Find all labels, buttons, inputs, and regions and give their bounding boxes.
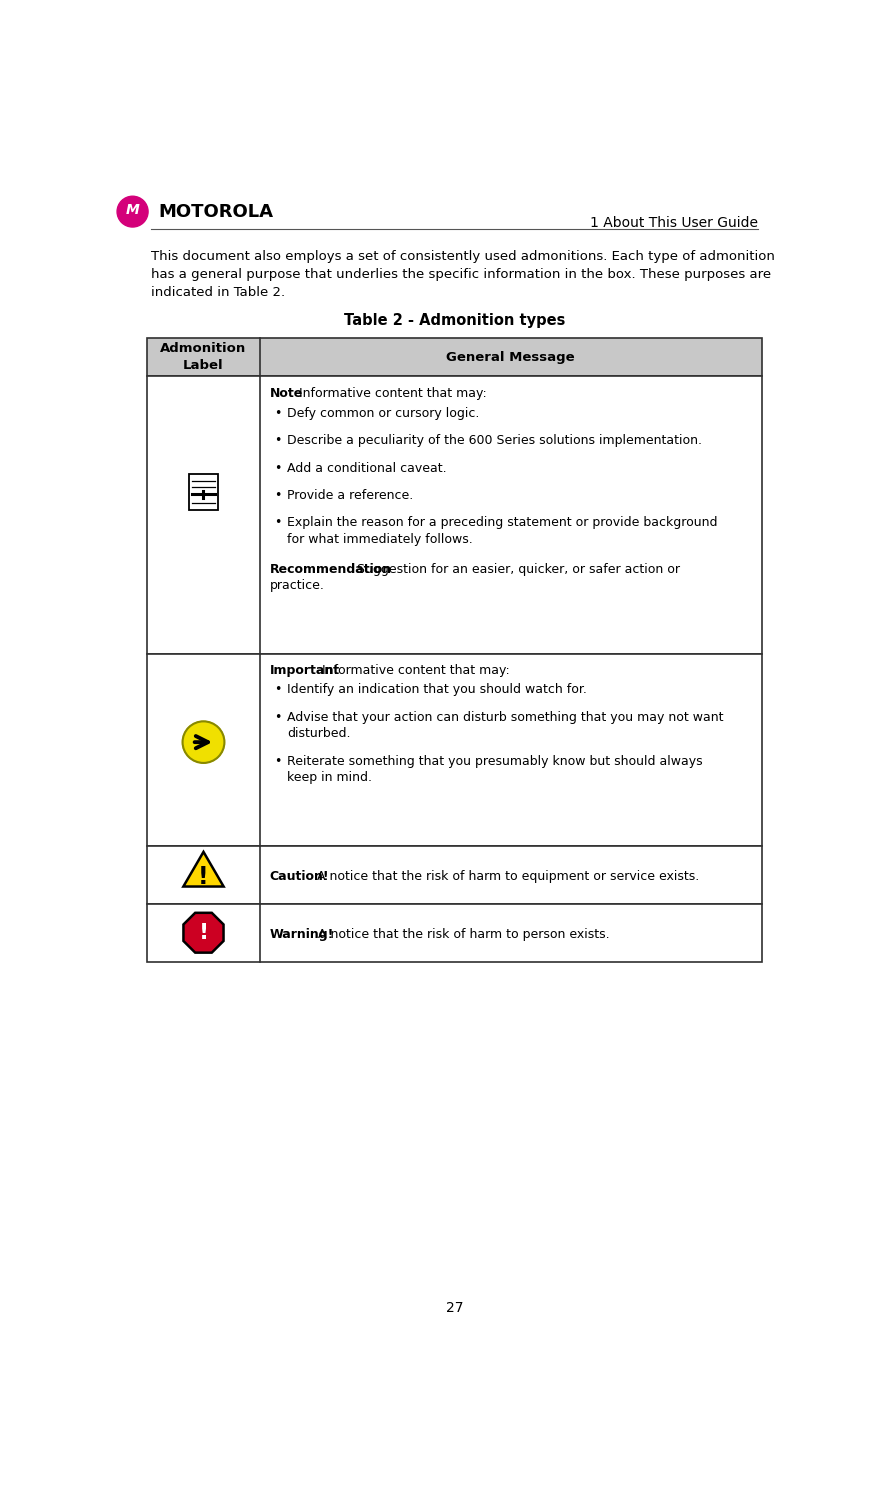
Polygon shape	[183, 852, 223, 886]
FancyBboxPatch shape	[147, 653, 761, 846]
Text: Suggestion for an easier, quicker, or safer action or: Suggestion for an easier, quicker, or sa…	[353, 563, 680, 575]
Text: Recommendation: Recommendation	[269, 563, 392, 575]
Text: Add a conditional caveat.: Add a conditional caveat.	[286, 462, 446, 475]
Text: Table 2 - Admonition types: Table 2 - Admonition types	[344, 314, 564, 329]
Text: Reiterate something that you presumably know but should always: Reiterate something that you presumably …	[286, 754, 702, 768]
Circle shape	[117, 196, 148, 227]
Polygon shape	[183, 913, 223, 953]
Text: •: •	[274, 711, 282, 723]
Text: •: •	[274, 517, 282, 529]
FancyBboxPatch shape	[147, 338, 761, 376]
Text: A notice that the risk of harm to equipment or service exists.: A notice that the risk of harm to equipm…	[313, 871, 698, 883]
Text: !: !	[198, 865, 208, 889]
Text: MOTOROLA: MOTOROLA	[158, 203, 273, 221]
Text: Provide a reference.: Provide a reference.	[286, 489, 413, 502]
Text: 1 About This User Guide: 1 About This User Guide	[589, 217, 758, 230]
Text: This document also employs a set of consistently used admonitions. Each type of : This document also employs a set of cons…	[151, 249, 774, 263]
Text: Describe a peculiarity of the 600 Series solutions implementation.: Describe a peculiarity of the 600 Series…	[286, 435, 701, 447]
Text: for what immediately follows.: for what immediately follows.	[286, 533, 472, 545]
Text: •: •	[274, 435, 282, 447]
Text: Warning!: Warning!	[269, 928, 334, 941]
Text: practice.: practice.	[269, 580, 324, 592]
Text: Admonition
Label: Admonition Label	[160, 342, 246, 372]
Circle shape	[183, 722, 224, 763]
Text: A notice that the risk of harm to person exists.: A notice that the risk of harm to person…	[313, 928, 609, 941]
FancyBboxPatch shape	[147, 846, 761, 904]
Text: •: •	[274, 754, 282, 768]
Text: Informative content that may:: Informative content that may:	[318, 665, 509, 677]
Text: has a general purpose that underlies the specific information in the box. These : has a general purpose that underlies the…	[151, 267, 771, 281]
Text: M: M	[126, 203, 139, 217]
Text: Explain the reason for a preceding statement or provide background: Explain the reason for a preceding state…	[286, 517, 717, 529]
FancyBboxPatch shape	[147, 376, 761, 653]
Text: !: !	[198, 923, 208, 943]
FancyBboxPatch shape	[189, 474, 218, 509]
Text: disturbed.: disturbed.	[286, 728, 350, 741]
Text: •: •	[274, 406, 282, 420]
Text: •: •	[274, 462, 282, 475]
Text: indicated in Table 2.: indicated in Table 2.	[151, 285, 285, 299]
Text: Defy common or cursory logic.: Defy common or cursory logic.	[286, 406, 478, 420]
Text: General Message: General Message	[446, 351, 574, 363]
Text: keep in mind.: keep in mind.	[286, 771, 371, 784]
Text: Caution!: Caution!	[269, 871, 329, 883]
FancyBboxPatch shape	[147, 904, 761, 962]
Text: Identify an indication that you should watch for.: Identify an indication that you should w…	[286, 683, 586, 696]
Text: Informative content that may:: Informative content that may:	[295, 387, 486, 400]
Text: •: •	[274, 683, 282, 696]
Text: 27: 27	[446, 1301, 462, 1315]
Text: •: •	[274, 489, 282, 502]
Text: Important: Important	[269, 665, 339, 677]
Text: Note: Note	[269, 387, 303, 400]
Text: Advise that your action can disturb something that you may not want: Advise that your action can disturb some…	[286, 711, 722, 723]
